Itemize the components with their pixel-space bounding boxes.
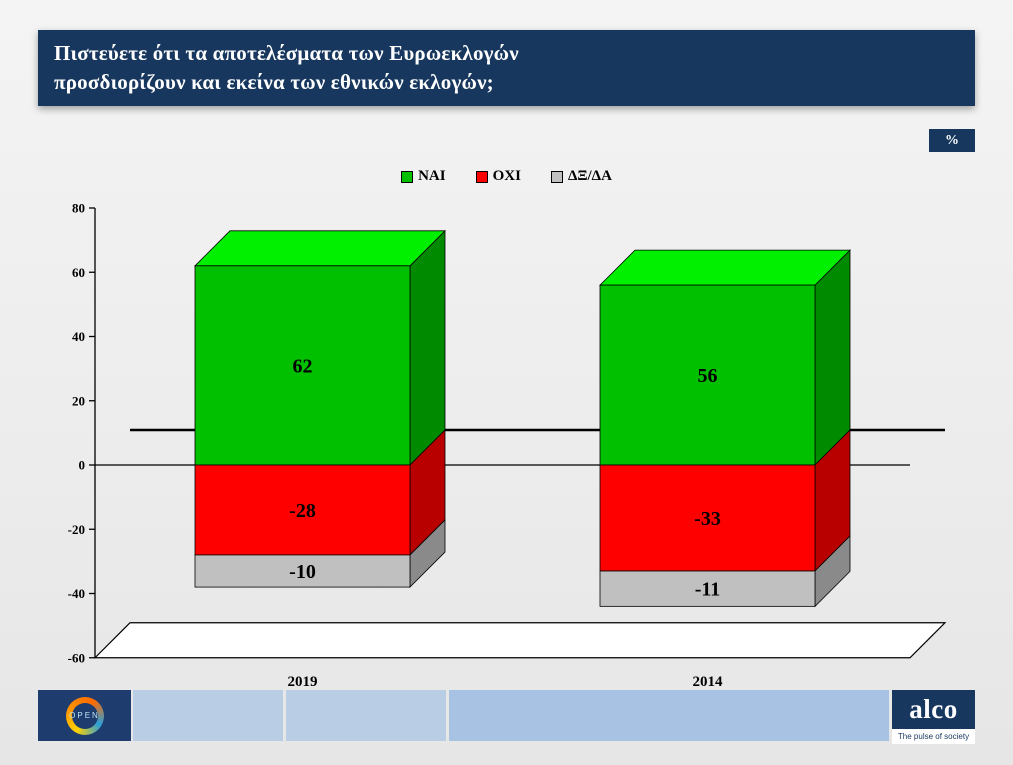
title-banner: Πιστεύετε ότι τα αποτελέσματα των Ευρωεκ…: [38, 30, 975, 106]
open-ring-icon: OPEN: [65, 696, 104, 735]
legend-item-dxda: ΔΞ/ΔΑ: [550, 168, 612, 185]
alco-logo-label: alco: [892, 690, 975, 729]
bar-segment-2019-ΟΧΙ: [194, 464, 411, 556]
bar-side-2014-0: [814, 249, 851, 466]
question-title-line1: Πιστεύετε ότι τα αποτελέσματα των Ευρωεκ…: [54, 40, 519, 65]
open-logo-label: OPEN: [69, 711, 100, 720]
bar-segment-2014-ΝΑΙ: [599, 284, 816, 466]
legend-swatch-dxda: [550, 170, 563, 183]
y-tick-label: -60: [68, 650, 85, 665]
category-label-2019: 2019: [288, 674, 318, 690]
y-tick-label: 0: [79, 458, 86, 473]
footer-strip-1: [133, 690, 283, 741]
legend-item-oxi: ΟΧΙ: [475, 168, 521, 185]
footer-strip-2: [286, 690, 446, 741]
bar-segment-2019-ΔΞ/ΔΑ: [194, 554, 411, 588]
bar-value-label-2019-ΝΑΙ: 62: [293, 355, 313, 377]
y-tick-label: 60: [72, 265, 85, 280]
chart-legend: ΝΑΙ ΟΧΙ ΔΞ/ΔΑ: [0, 168, 1013, 185]
category-label-2014: 2014: [693, 674, 724, 690]
question-title-line2: προσδιορίζουν και εκείνα των εθνικών εκλ…: [54, 70, 494, 94]
bar-value-label-2019-ΔΞ/ΔΑ: -10: [289, 561, 316, 583]
bar-top-2014-0: [599, 249, 851, 286]
y-tick-label: 20: [72, 393, 85, 408]
y-tick-label: 80: [72, 201, 85, 216]
y-tick-label: 40: [72, 329, 85, 344]
bar-value-label-2014-ΟΧΙ: -33: [694, 508, 721, 530]
open-tv-logo: OPEN: [38, 690, 131, 741]
y-tick-label: -20: [68, 522, 85, 537]
footer-strip-3: [449, 690, 889, 741]
legend-swatch-oxi: [475, 170, 488, 183]
bar-side-2019-0: [409, 229, 446, 466]
bar-segment-2019-ΝΑΙ: [194, 265, 411, 466]
alco-tagline: The pulse of society: [892, 729, 975, 744]
legend-swatch-nai: [401, 170, 414, 183]
legend-label-dxda: ΔΞ/ΔΑ: [567, 168, 612, 184]
bar-top-2019-0: [194, 230, 446, 267]
legend-label-nai: ΝΑΙ: [418, 168, 446, 184]
bar-value-label-2014-ΔΞ/ΔΑ: -11: [695, 579, 721, 601]
bar-value-label-2014-ΝΑΙ: 56: [698, 365, 718, 387]
chart-floor: [93, 622, 947, 659]
alco-logo: alco The pulse of society: [892, 690, 975, 746]
percent-badge: %: [929, 129, 975, 152]
bar-segment-2014-ΔΞ/ΔΑ: [599, 570, 816, 607]
legend-label-oxi: ΟΧΙ: [492, 168, 521, 184]
bar-value-label-2019-ΟΧΙ: -28: [289, 500, 316, 522]
legend-item-nai: ΝΑΙ: [401, 168, 446, 185]
bar-segment-2014-ΟΧΙ: [599, 464, 816, 572]
y-tick-label: -40: [68, 586, 85, 601]
